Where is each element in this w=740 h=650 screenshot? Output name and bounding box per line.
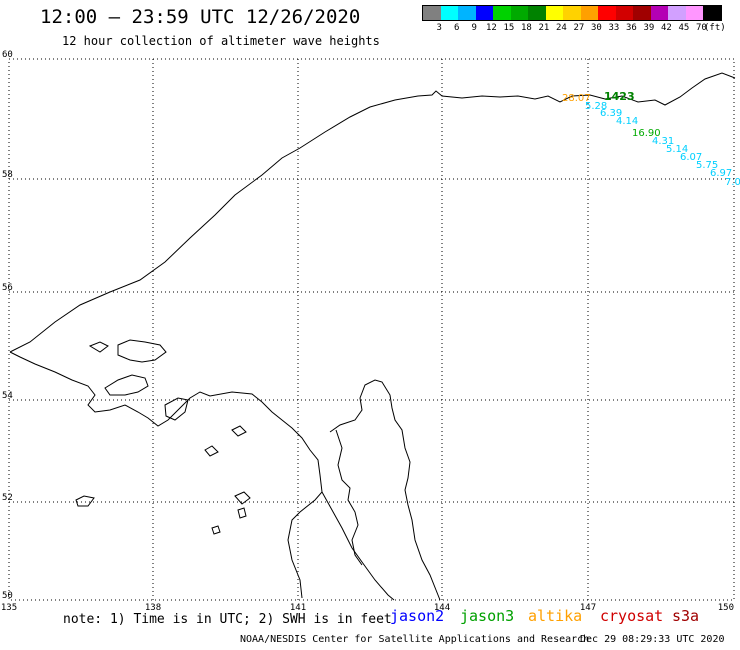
wave-height-value: 4.31: [652, 136, 674, 147]
satellite-jason3: jason3: [460, 607, 515, 625]
color-swatch: [510, 6, 528, 20]
island-small-5: [234, 491, 251, 505]
satellite-cryosat: cryosat: [600, 607, 664, 625]
color-scale-label: 45: [678, 23, 690, 33]
coastline-amur-west: [9, 351, 323, 599]
footer-note: note: 1) Time is in UTC; 2) SWH is in fe…: [63, 612, 392, 627]
longitude-label: 147: [580, 603, 596, 613]
coastline-okhotsk-north: [9, 72, 736, 353]
longitude-label: 138: [145, 603, 161, 613]
axis-labels: 60 58 56 54 52 50 135 138 141 144 147 150: [1, 50, 734, 613]
satellite-jason2: jason2: [390, 607, 445, 625]
color-scale-label: 21: [538, 23, 550, 33]
latitude-label: 56: [2, 283, 13, 293]
island-small-7: [211, 525, 221, 535]
map-subtitle: 12 hour collection of altimeter wave hei…: [62, 34, 380, 48]
color-swatch: [685, 6, 703, 20]
color-scale-label: 33: [608, 23, 620, 33]
color-scale-labels: 3 6 9 12 15 18 21 24 27 30 33 36 39 42 45 70 (ft): [422, 21, 726, 35]
wave-height-value: 5.28: [585, 101, 607, 112]
color-scale-label: 42: [661, 23, 672, 33]
latitude-label: 50: [2, 591, 13, 601]
color-swatch: [528, 6, 546, 20]
longitude-label: 144: [434, 603, 450, 613]
longitude-label: 135: [1, 603, 17, 613]
color-scale-label: 39: [643, 23, 655, 33]
satellite-altika: altika: [528, 607, 583, 625]
color-swatch: [493, 6, 511, 20]
color-swatch: [458, 6, 476, 20]
wave-height-value: 6.07: [680, 152, 702, 163]
coastline-sakhalin-north: [329, 379, 441, 601]
color-scale-label: 24: [556, 23, 567, 33]
color-swatch: [650, 6, 668, 20]
color-swatch: [703, 6, 721, 20]
island-small-3: [231, 425, 247, 437]
graticule: [9, 59, 734, 600]
color-scale-label: 15: [503, 23, 515, 33]
color-scale-label: 27: [573, 23, 585, 33]
color-scale-label: 36: [626, 23, 637, 33]
color-swatch: [598, 6, 616, 20]
color-scale-label: 9: [471, 23, 477, 33]
color-scale: 3 6 9 12 15 18 21 24 27 30 33 36 39 42 45 70 (ft): [422, 5, 726, 35]
color-scale-bar: [422, 5, 722, 21]
color-scale-label: 12: [486, 23, 497, 33]
color-swatch: [563, 6, 581, 20]
map-frame: [8, 58, 735, 601]
altimeter-observations: 28.07 14235.286.394.1416.904.315.146.075.…: [562, 90, 740, 188]
satellite-s3a: s3a: [672, 607, 700, 625]
wave-height-value: 6.97: [710, 168, 732, 179]
longitude-label: 141: [290, 603, 306, 613]
wave-height-value: 1423: [604, 90, 635, 103]
latitude-label: 54: [2, 391, 13, 401]
generated-timestamp: Dec 29 08:29:33 UTC 2020: [580, 634, 725, 645]
island-small-2: [204, 445, 219, 457]
color-scale-label: 70: [696, 23, 707, 33]
island-small-6: [237, 507, 247, 519]
wave-height-value: 5.14: [666, 144, 688, 155]
latitude-label: 60: [2, 50, 13, 60]
latitude-label: 52: [2, 493, 13, 503]
island-small-4: [75, 495, 95, 507]
color-swatch: [475, 6, 493, 20]
color-swatch: [423, 6, 441, 20]
wave-height-value: 7.0: [725, 177, 740, 188]
wave-height-value: 28.07: [562, 93, 591, 104]
island-small-1: [88, 341, 109, 353]
latitude-label: 58: [2, 170, 13, 180]
coastline-sakhalin-interior: [335, 429, 363, 566]
wave-height-value: 4.14: [616, 116, 638, 127]
color-swatch: [633, 6, 651, 20]
color-scale-label: 30: [591, 23, 602, 33]
island-shantar: [117, 339, 167, 363]
color-swatch: [615, 6, 633, 20]
longitude-label: 150: [718, 603, 734, 613]
color-swatch: [545, 6, 563, 20]
color-swatch: [580, 6, 598, 20]
color-scale-label: 6: [454, 23, 460, 33]
wave-height-value: 5.75: [696, 160, 718, 171]
wave-height-value: 16.90: [632, 128, 661, 139]
coastline: [9, 72, 736, 601]
coastline-sakhalin-west: [321, 491, 395, 601]
color-scale-label: 18: [521, 23, 532, 33]
island-feklistova: [164, 397, 189, 421]
credit-line: NOAA/NESDIS Center for Satellite Applica…: [240, 634, 590, 645]
wave-height-value: 6.39: [600, 108, 622, 119]
color-scale-label: 3: [436, 23, 442, 33]
map-title: 12:00 – 23:59 UTC 12/26/2020: [40, 6, 361, 28]
color-swatch: [440, 6, 458, 20]
island-bolshoy: [104, 374, 149, 396]
color-swatch: [668, 6, 686, 20]
color-scale-unit: (ft): [704, 23, 726, 33]
